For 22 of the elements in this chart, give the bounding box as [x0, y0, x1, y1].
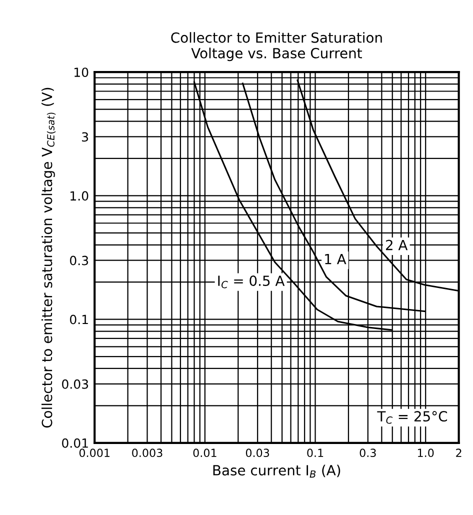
y-tick-label: 0.1: [70, 314, 88, 324]
y-axis-title: Collector to emitter saturation voltage V$_{CE(sat)}$ (V): [41, 88, 56, 428]
x-tick-label: 0.01: [193, 448, 216, 458]
x-tick-label: 1.0: [418, 448, 434, 458]
y-tick-label: 10: [74, 68, 88, 78]
x-tick-label: 2: [456, 448, 462, 457]
x-tick-label: 0.001: [79, 448, 110, 458]
y-tick-label: 0.01: [62, 438, 88, 448]
chart-title: Collector to Emitter Saturation Voltage vs. Base Current: [171, 32, 382, 62]
annotation: I$_{C}$ = 0.5 A: [218, 276, 285, 288]
y-tick-label: 0.3: [70, 256, 88, 266]
y-tick-label: 0.03: [62, 379, 88, 389]
x-tick-label: 0.3: [360, 448, 376, 458]
annotation: 2 A: [386, 240, 408, 250]
x-tick-label: 0.03: [246, 448, 270, 458]
y-tick-label: 3: [82, 132, 88, 142]
annotation: T$_{C}$ = 25°C: [377, 411, 448, 424]
x-axis-title: Base current I$_{B}$ (A): [213, 464, 340, 478]
y-tick-label: 1.0: [70, 191, 88, 201]
x-tick-label: 0.1: [307, 448, 324, 458]
x-tick-label: 0.003: [132, 448, 162, 458]
annotation: 1 A: [325, 254, 346, 264]
